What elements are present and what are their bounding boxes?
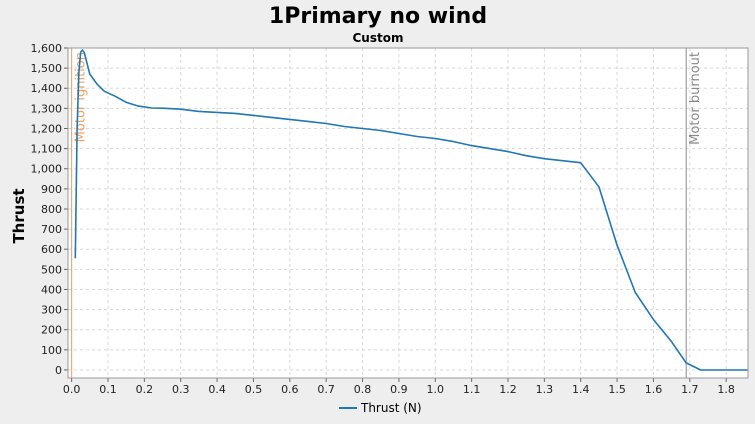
y-tick-label: 1,600 — [31, 42, 63, 55]
y-tick-label: 1,100 — [31, 143, 63, 156]
plot-area — [68, 48, 748, 378]
y-tick-label: 900 — [41, 183, 62, 196]
y-tick-label: 1,200 — [31, 122, 63, 135]
y-tick-label: 500 — [41, 263, 62, 276]
y-tick-label: 1,000 — [31, 163, 63, 176]
x-tick-label: 1.8 — [717, 383, 735, 396]
legend-label: Thrust (N) — [360, 401, 422, 415]
x-tick-label: 1.2 — [499, 383, 517, 396]
y-tick-label: 800 — [41, 203, 62, 216]
chart-subtitle: Custom — [353, 31, 404, 45]
x-tick-label: 1.7 — [681, 383, 699, 396]
chart-title: 1Primary no wind — [269, 4, 487, 29]
x-tick-label: 1.3 — [536, 383, 554, 396]
x-tick-label: 0.8 — [354, 383, 372, 396]
y-tick-label: 400 — [41, 283, 62, 296]
x-tick-label: 0.3 — [172, 383, 190, 396]
series-layer — [74, 49, 748, 371]
x-tick-label: 1.1 — [463, 383, 481, 396]
x-tick-label: 1.0 — [427, 383, 445, 396]
y-tick-label: 1,300 — [31, 102, 63, 115]
legend: Thrust (N) — [339, 401, 422, 415]
x-tick-label: 0.0 — [63, 383, 81, 396]
x-tick-label: 0.1 — [99, 383, 117, 396]
x-tick-label: 0.4 — [208, 383, 226, 396]
x-tick-label: 0.7 — [317, 383, 335, 396]
y-tick-label: 200 — [41, 324, 62, 337]
x-tick-label: 0.6 — [281, 383, 299, 396]
axes: 0 100 200 300 400 500 600 700 800 900 1,000 1,100 1,… — [31, 42, 749, 396]
plot-border — [67, 47, 749, 379]
y-tick-label: 600 — [41, 243, 62, 256]
marker-label: Motor burnout — [688, 52, 703, 145]
x-tick-label: 0.9 — [390, 383, 408, 396]
x-tick-label: 1.5 — [608, 383, 626, 396]
y-tick-label: 700 — [41, 223, 62, 236]
y-tick-label: 1,500 — [31, 62, 63, 75]
series-line — [74, 49, 748, 371]
y-axis-label: Thrust — [10, 188, 28, 243]
x-tick-label: 1.6 — [645, 383, 663, 396]
y-tick-label: 0 — [55, 364, 62, 377]
event-markers: Motor ignition Motor burnout — [71, 48, 703, 378]
marker-label: Motor ignition — [74, 52, 89, 142]
y-tick-label: 100 — [41, 344, 62, 357]
y-tick-label: 1,400 — [31, 82, 63, 95]
y-tick-label: 300 — [41, 304, 62, 317]
x-tick-label: 0.2 — [136, 383, 154, 396]
x-tick-label: 1.4 — [572, 383, 590, 396]
x-tick-label: 0.5 — [245, 383, 263, 396]
